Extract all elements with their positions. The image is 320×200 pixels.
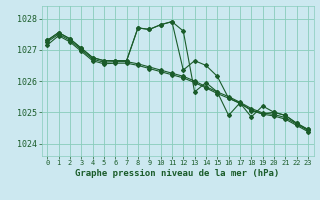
X-axis label: Graphe pression niveau de la mer (hPa): Graphe pression niveau de la mer (hPa) [76,169,280,178]
